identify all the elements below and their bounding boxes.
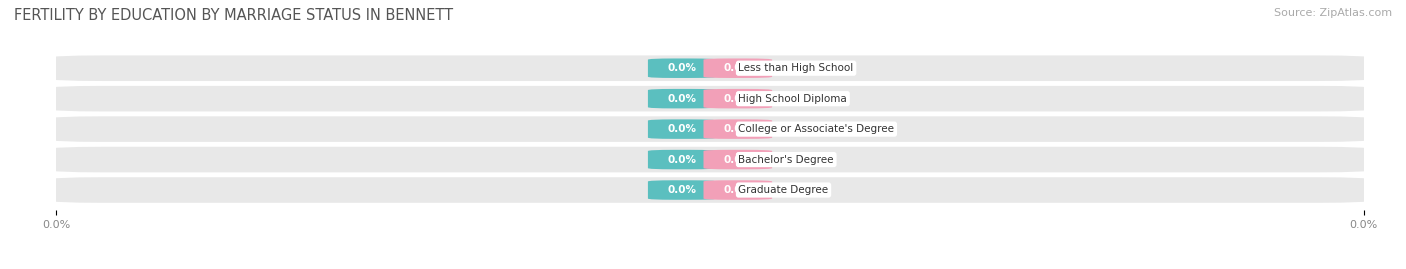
FancyBboxPatch shape xyxy=(648,58,717,78)
Text: 0.0%: 0.0% xyxy=(668,185,697,195)
Text: 0.0%: 0.0% xyxy=(723,155,752,165)
FancyBboxPatch shape xyxy=(648,180,717,200)
Text: 0.0%: 0.0% xyxy=(723,94,752,104)
Text: 0.0%: 0.0% xyxy=(668,94,697,104)
FancyBboxPatch shape xyxy=(49,55,1371,81)
Text: Graduate Degree: Graduate Degree xyxy=(738,185,828,195)
Text: FERTILITY BY EDUCATION BY MARRIAGE STATUS IN BENNETT: FERTILITY BY EDUCATION BY MARRIAGE STATU… xyxy=(14,8,453,23)
FancyBboxPatch shape xyxy=(703,89,772,108)
FancyBboxPatch shape xyxy=(703,58,772,78)
Text: 0.0%: 0.0% xyxy=(668,63,697,73)
Text: 0.0%: 0.0% xyxy=(723,63,752,73)
Text: Source: ZipAtlas.com: Source: ZipAtlas.com xyxy=(1274,8,1392,18)
FancyBboxPatch shape xyxy=(703,150,772,169)
FancyBboxPatch shape xyxy=(648,150,717,169)
FancyBboxPatch shape xyxy=(648,89,717,108)
Text: 0.0%: 0.0% xyxy=(723,124,752,134)
FancyBboxPatch shape xyxy=(49,116,1371,142)
Text: Less than High School: Less than High School xyxy=(738,63,853,73)
FancyBboxPatch shape xyxy=(49,86,1371,111)
Text: 0.0%: 0.0% xyxy=(723,185,752,195)
Text: 0.0%: 0.0% xyxy=(668,124,697,134)
Text: College or Associate's Degree: College or Associate's Degree xyxy=(738,124,894,134)
FancyBboxPatch shape xyxy=(49,147,1371,172)
Text: High School Diploma: High School Diploma xyxy=(738,94,848,104)
Text: 0.0%: 0.0% xyxy=(668,155,697,165)
FancyBboxPatch shape xyxy=(648,119,717,139)
FancyBboxPatch shape xyxy=(49,177,1371,203)
FancyBboxPatch shape xyxy=(703,119,772,139)
Text: Bachelor's Degree: Bachelor's Degree xyxy=(738,155,834,165)
FancyBboxPatch shape xyxy=(703,180,772,200)
